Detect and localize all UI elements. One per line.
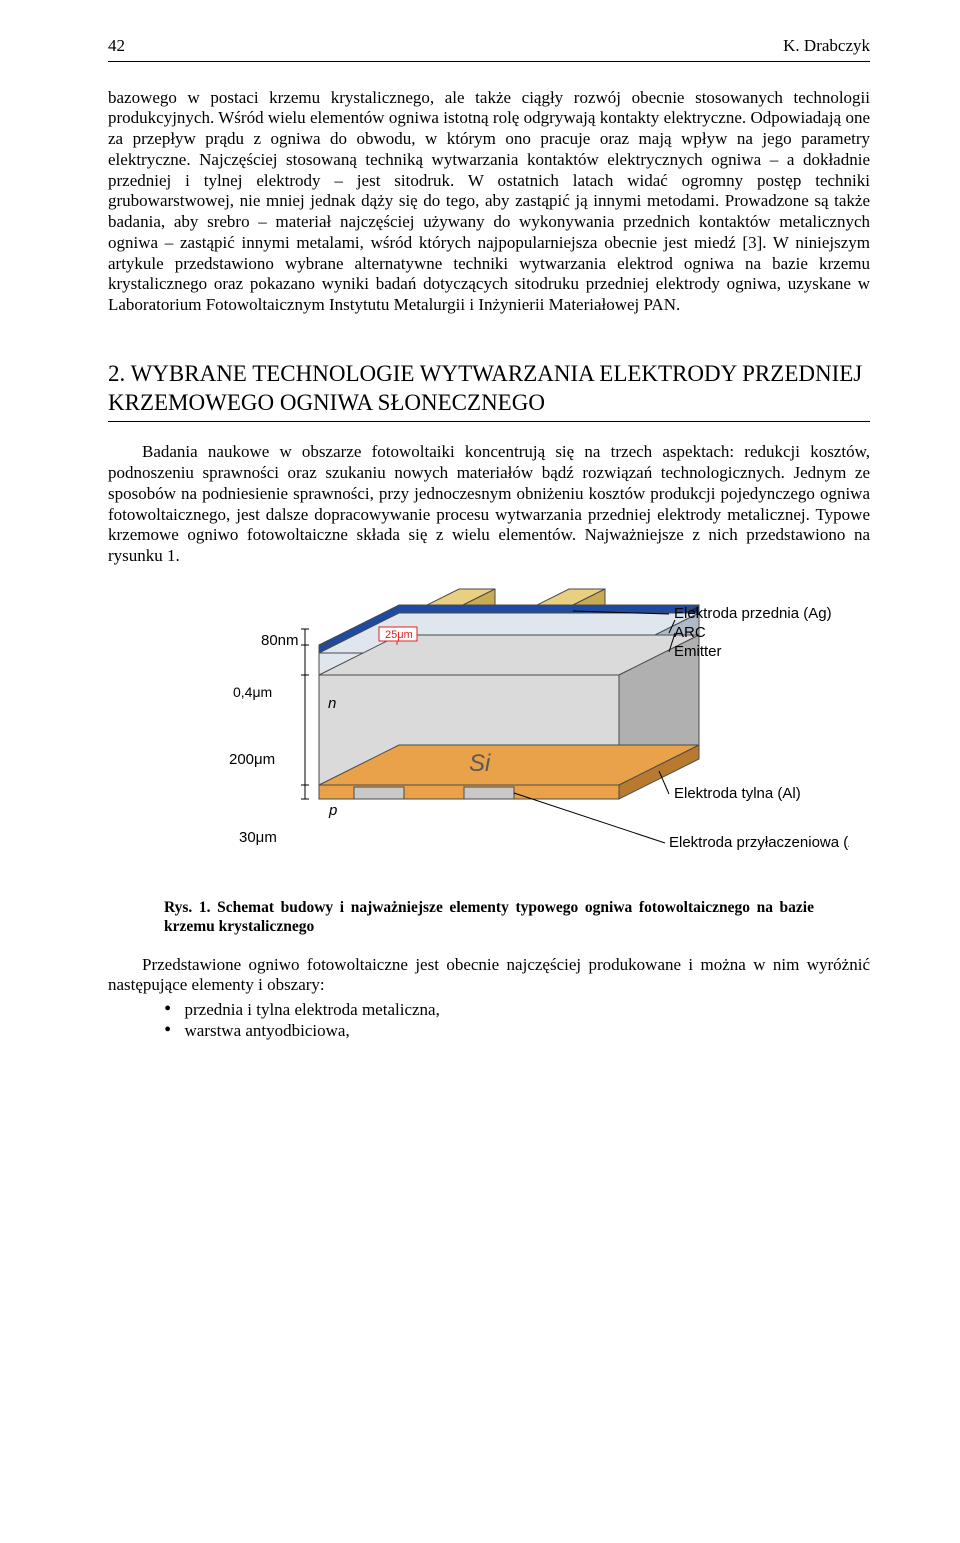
bullet-list: przednia i tylna elektroda metaliczna, w… — [108, 1000, 870, 1041]
svg-text:Elektroda tylna (Al): Elektroda tylna (Al) — [674, 785, 801, 802]
section-rule — [108, 421, 870, 422]
svg-text:Elektroda przednia (Ag): Elektroda przednia (Ag) — [674, 605, 832, 622]
list-item: przednia i tylna elektroda metaliczna, — [164, 1000, 870, 1021]
svg-text:Elektroda przyłaczeniowa (Ag+A: Elektroda przyłaczeniowa (Ag+Al) — [669, 834, 849, 851]
svg-text:p: p — [328, 802, 337, 819]
page-number: 42 — [108, 36, 125, 57]
figure-caption-text: Rys. 1. Schemat budowy i najważniejsze e… — [164, 899, 814, 935]
svg-text:Emitter: Emitter — [674, 643, 722, 660]
svg-text:n: n — [328, 695, 336, 712]
svg-text:ARC: ARC — [674, 624, 706, 641]
figure-solar-cell: 80nm 0,4μm 200μm 30μm 25μm n Si p Elektroda prze… — [129, 585, 849, 885]
svg-text:80nm: 80nm — [261, 632, 299, 649]
svg-text:25μm: 25μm — [385, 629, 413, 641]
figure-caption: Rys. 1. Schemat budowy i najważniejsze e… — [164, 899, 814, 937]
header-rule — [108, 61, 870, 62]
section-title: 2. WYBRANE TECHNOLOGIE WYTWARZANIA ELEKT… — [108, 360, 870, 418]
svg-text:0,4μm: 0,4μm — [233, 684, 272, 700]
paragraph-3: Przedstawione ogniwo fotowoltaiczne jest… — [108, 955, 870, 996]
svg-text:200μm: 200μm — [229, 751, 275, 768]
list-item: warstwa antyodbiciowa, — [164, 1021, 870, 1042]
svg-text:30μm: 30μm — [239, 829, 277, 846]
paragraph-2: Badania naukowe w obszarze fotowoltaiki … — [108, 442, 870, 566]
svg-text:Si: Si — [469, 750, 491, 777]
header-author: K. Drabczyk — [783, 36, 870, 57]
paragraph-1: bazowego w postaci krzemu krystalicznego… — [108, 88, 870, 316]
